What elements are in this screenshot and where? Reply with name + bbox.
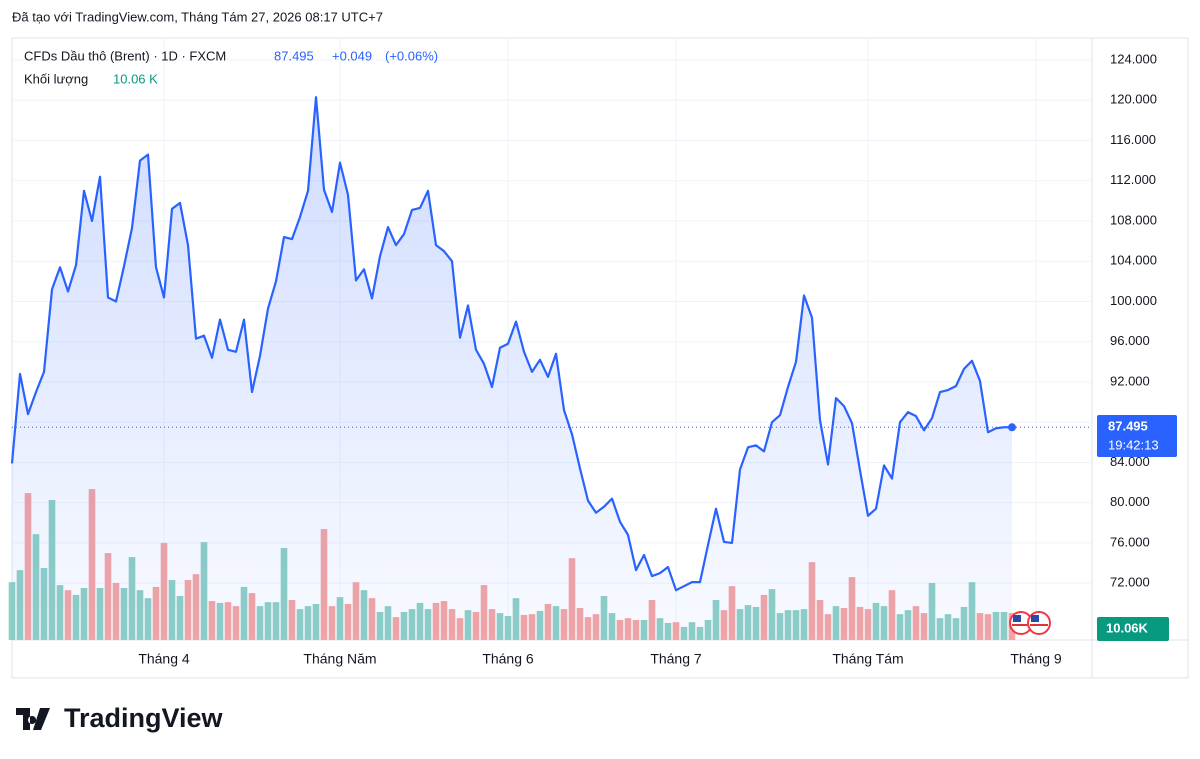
- volume-badge: 10.06K: [1097, 617, 1169, 641]
- y-tick-label: 92.000: [1110, 373, 1150, 388]
- last-price: 87.495: [274, 48, 314, 63]
- flag-part: [1031, 615, 1039, 622]
- last-point: [1008, 423, 1016, 432]
- credit: Đã tạo với TradingView.com, Tháng Tám 27…: [12, 9, 383, 24]
- x-tick-label: Tháng 4: [138, 651, 190, 667]
- badge-bg: [1097, 617, 1169, 641]
- price-area: [12, 97, 1012, 641]
- x-tick-label: Tháng Tám: [832, 651, 903, 667]
- price-change: +0.049: [332, 48, 372, 63]
- x-tick-label: Tháng 7: [650, 651, 702, 667]
- y-tick-label: 120.000: [1110, 92, 1157, 107]
- volume-value: 10.06 K: [113, 71, 158, 86]
- price-line: [10, 96, 1013, 592]
- y-tick-label: 124.000: [1110, 51, 1157, 66]
- badge-price: 87.495: [1108, 418, 1148, 433]
- badge-bg: [1097, 415, 1177, 457]
- symbol-title: CFDs Dầu thô (Brent) · 1D · FXCM: [24, 48, 226, 63]
- volume-title: Khối lượng: [24, 71, 88, 86]
- legend: CFDs Dầu thô (Brent) · 1D · FXCM 87.495 …: [24, 48, 438, 86]
- y-tick-label: 76.000: [1110, 534, 1150, 549]
- badge-countdown: 19:42:13: [1108, 437, 1159, 452]
- flag-part: [1013, 615, 1021, 622]
- y-tick-label: 108.000: [1110, 212, 1157, 227]
- logo-text: TradingView: [64, 703, 224, 733]
- y-tick-label: 84.000: [1110, 454, 1150, 469]
- y-tick-label: 96.000: [1110, 333, 1150, 348]
- price-badge: 87.495 19:42:13: [1097, 415, 1177, 457]
- y-tick-label: 112.000: [1110, 172, 1156, 187]
- y-tick-label: 116.000: [1110, 132, 1156, 147]
- y-tick-label: 100.000: [1110, 293, 1157, 308]
- price-change-pct: (+0.06%): [385, 48, 438, 63]
- y-tick-label: 72.000: [1110, 575, 1150, 590]
- logo: TradingView: [16, 703, 224, 733]
- y-tick-label: 80.000: [1110, 494, 1150, 509]
- x-tick-label: Tháng 6: [482, 651, 534, 667]
- y-tick-label: 104.000: [1110, 253, 1157, 268]
- logo-mark: [16, 708, 50, 730]
- x-tick-label: Tháng Năm: [303, 651, 376, 667]
- x-tick-label: Tháng 9: [1010, 651, 1062, 667]
- event-icons: [1009, 611, 1051, 635]
- badge-volume: 10.06K: [1106, 620, 1149, 635]
- chart-frame: [11, 37, 1189, 679]
